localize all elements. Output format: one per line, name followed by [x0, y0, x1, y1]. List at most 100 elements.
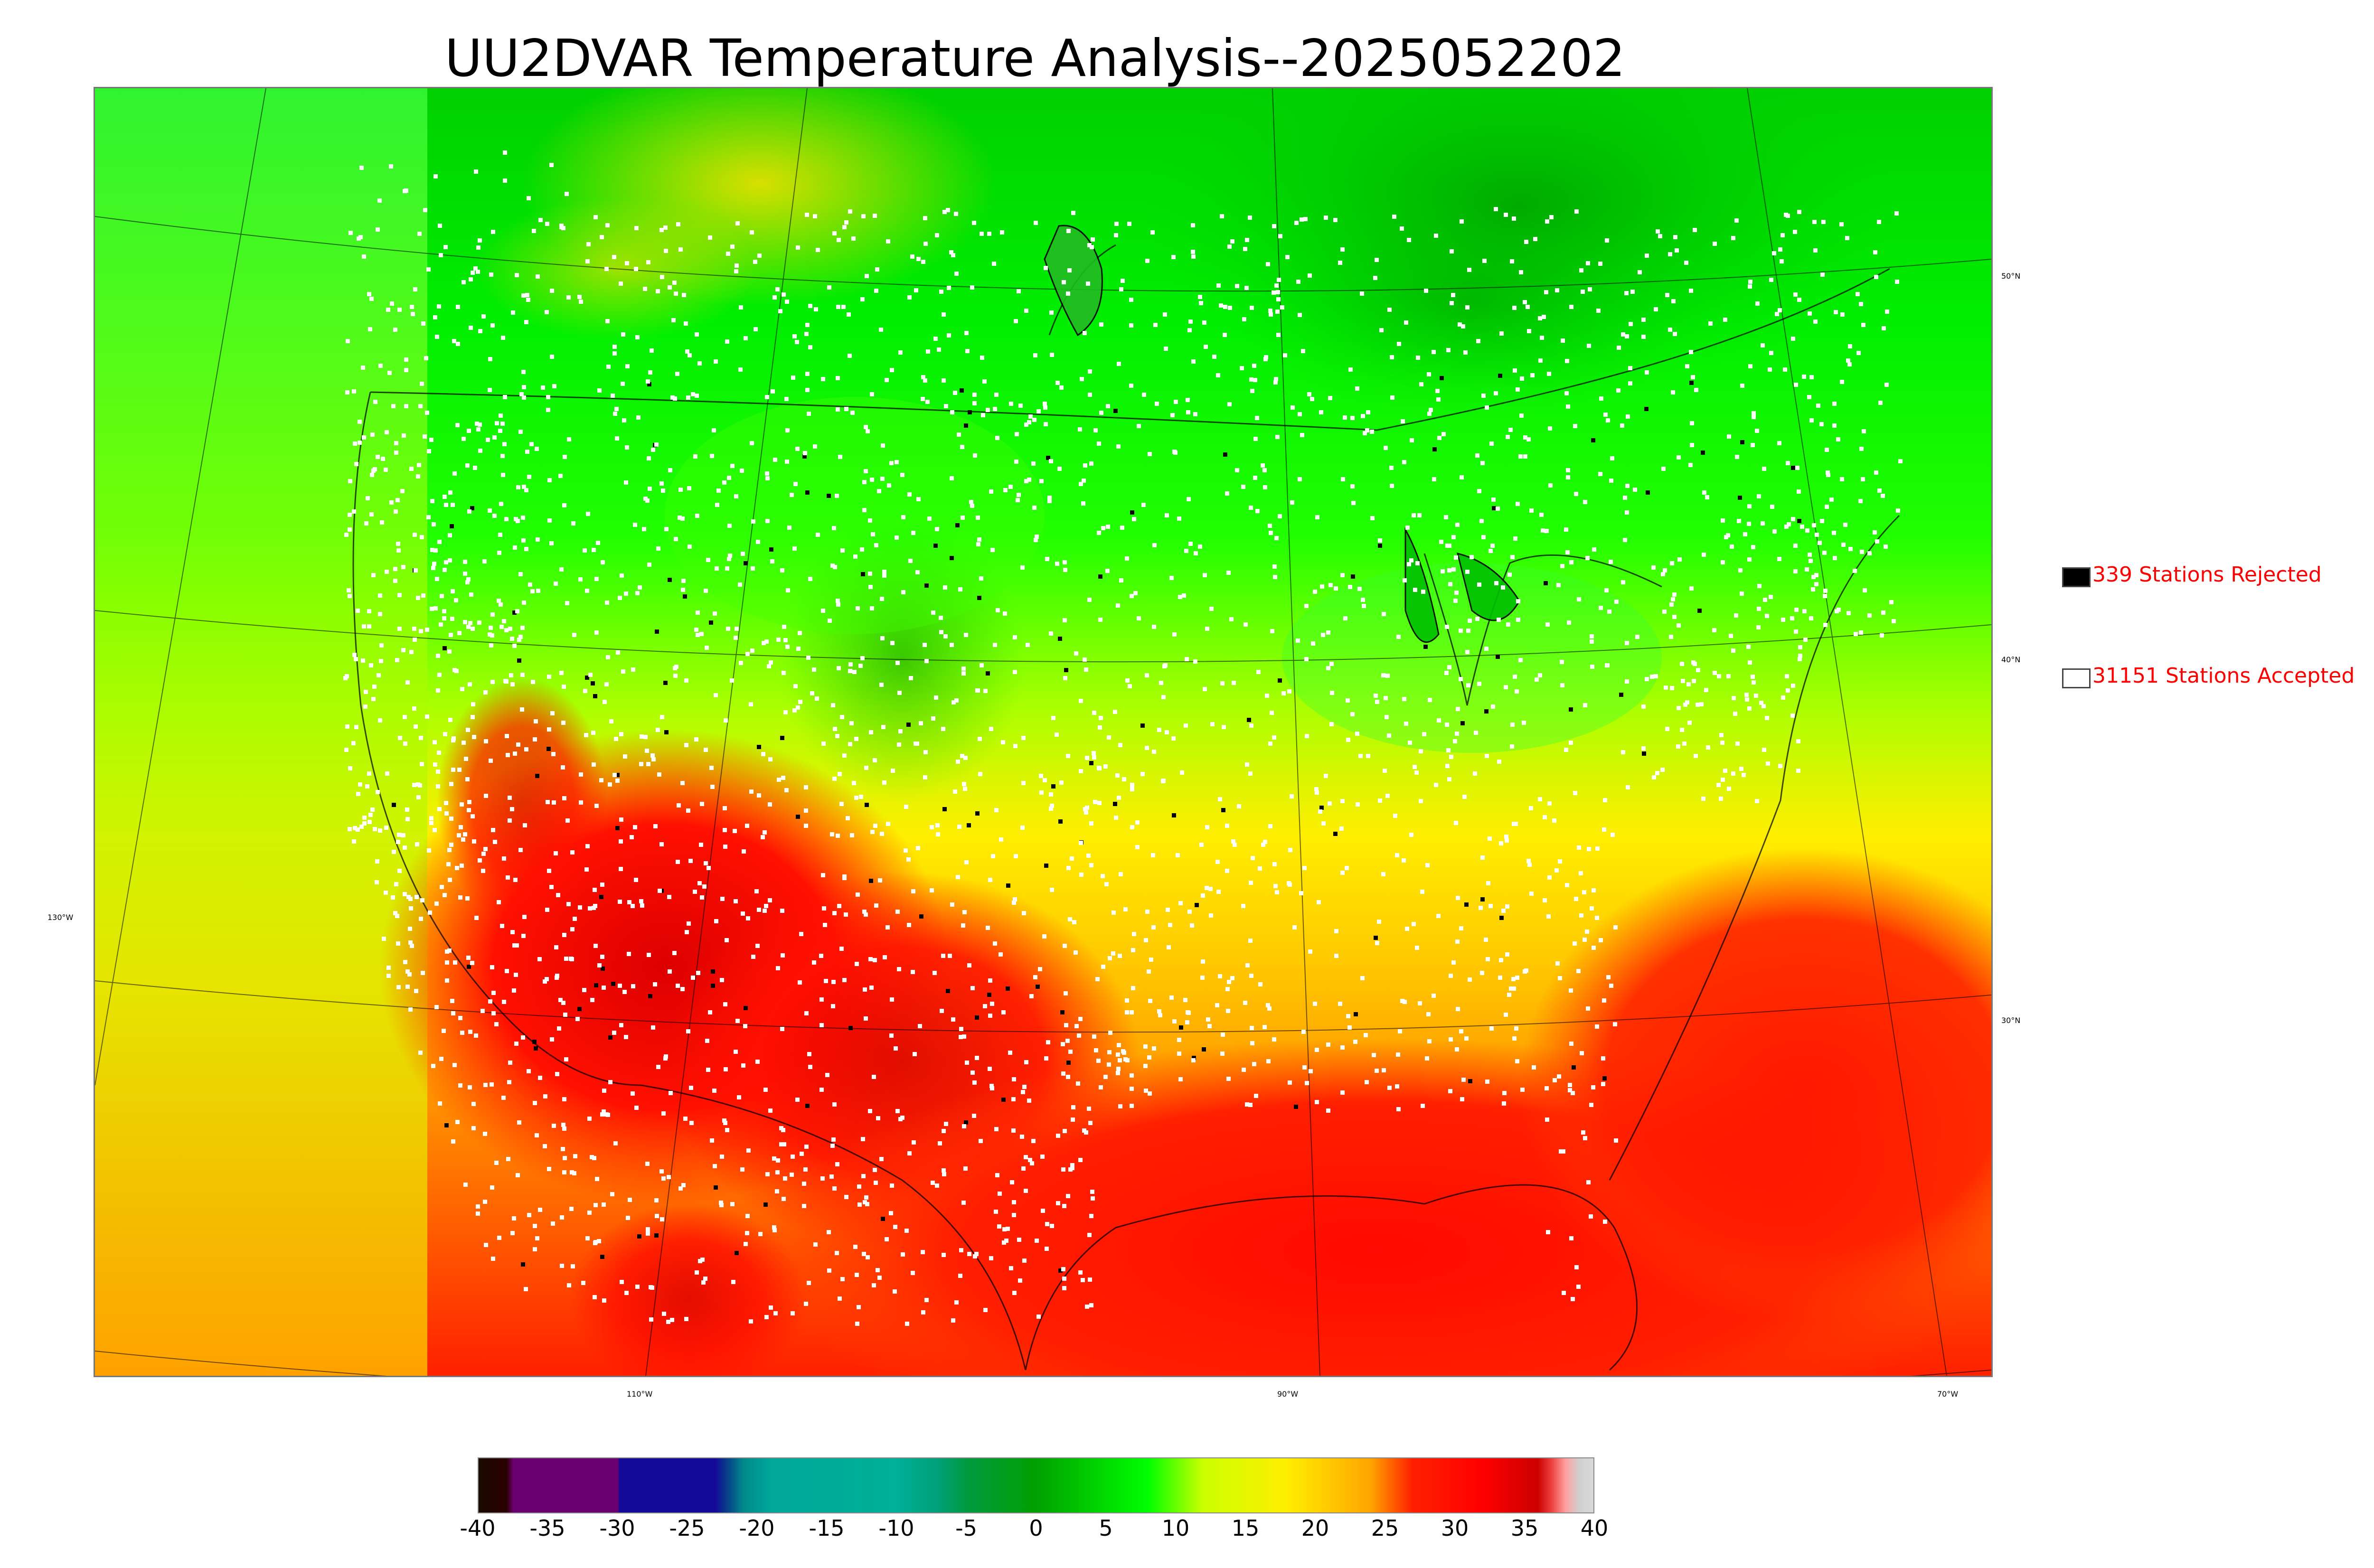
accepted-station: [1569, 305, 1573, 309]
accepted-station: [1845, 236, 1849, 240]
accepted-station: [1245, 238, 1249, 242]
accepted-station: [980, 663, 984, 667]
accepted-station: [1682, 742, 1686, 746]
accepted-station: [814, 307, 818, 311]
accepted-station: [538, 1208, 542, 1212]
accepted-station: [751, 519, 755, 524]
accepted-station: [880, 477, 885, 481]
accepted-station: [1027, 478, 1031, 482]
accepted-station: [1092, 751, 1096, 755]
accepted-station: [462, 280, 466, 284]
rejected-station: [599, 895, 603, 899]
accepted-station: [689, 1121, 694, 1125]
accepted-station: [664, 527, 669, 531]
accepted-station: [1564, 748, 1568, 752]
accepted-station: [362, 254, 366, 259]
accepted-station: [1769, 595, 1773, 599]
accepted-station: [1623, 538, 1627, 542]
accepted-station: [1447, 665, 1451, 669]
rejected-station: [964, 423, 968, 428]
accepted-station: [495, 421, 499, 425]
accepted-station: [1272, 564, 1277, 569]
accepted-station: [701, 1280, 706, 1285]
accepted-station: [994, 1127, 999, 1131]
accepted-station: [379, 643, 384, 648]
accepted-station: [446, 862, 451, 866]
accepted-station: [954, 698, 959, 703]
accepted-station: [547, 727, 551, 732]
accepted-station: [1218, 974, 1222, 978]
accepted-station: [1240, 366, 1244, 370]
rejected-station: [1036, 985, 1040, 989]
accepted-station: [498, 533, 502, 537]
accepted-station: [1651, 565, 1656, 570]
accepted-station: [964, 331, 969, 335]
accepted-station: [1461, 324, 1465, 329]
rejected-station: [769, 547, 773, 552]
accepted-station: [880, 832, 884, 836]
accepted-station: [547, 1167, 551, 1171]
accepted-station: [832, 1186, 837, 1191]
accepted-station: [620, 573, 624, 578]
accepted-station: [1579, 871, 1583, 875]
accepted-station: [1183, 998, 1187, 1002]
accepted-station: [414, 568, 418, 573]
accepted-station: [1169, 576, 1174, 580]
accepted-station: [723, 806, 727, 810]
accepted-station: [654, 1198, 659, 1202]
accepted-station: [942, 1129, 946, 1133]
accepted-station: [1328, 583, 1333, 587]
accepted-station: [775, 1170, 780, 1174]
accepted-station: [552, 1124, 556, 1128]
accepted-station: [1168, 923, 1172, 927]
accepted-station: [1340, 247, 1345, 252]
accepted-station: [950, 476, 954, 480]
rejected-station: [1333, 832, 1338, 836]
accepted-station: [344, 748, 349, 752]
accepted-station: [1164, 347, 1168, 351]
accepted-station: [1498, 976, 1502, 980]
accepted-station: [959, 1035, 963, 1039]
accepted-station: [444, 811, 449, 816]
accepted-station: [1231, 839, 1235, 844]
accepted-station: [1087, 243, 1092, 247]
accepted-station: [1704, 688, 1708, 692]
accepted-station: [979, 576, 983, 581]
accepted-station: [904, 1229, 909, 1233]
accepted-station: [1326, 1108, 1330, 1113]
accepted-station: [483, 1083, 488, 1087]
rejected-station: [444, 1123, 449, 1127]
accepted-station: [376, 455, 380, 459]
temperature-map[interactable]: [94, 87, 1993, 1377]
accepted-station: [798, 631, 802, 635]
accepted-station: [1274, 536, 1279, 540]
accepted-station: [371, 469, 376, 473]
accepted-station: [1501, 585, 1505, 590]
accepted-station: [1485, 405, 1489, 410]
accepted-station: [1248, 939, 1253, 943]
accepted-station: [418, 1051, 423, 1055]
rejected-station: [1202, 1047, 1206, 1052]
accepted-station: [660, 715, 664, 719]
accepted-station: [370, 807, 375, 812]
accepted-station: [394, 509, 398, 514]
accepted-station: [481, 314, 486, 319]
accepted-station: [417, 232, 422, 236]
accepted-station: [481, 869, 485, 873]
accepted-station: [396, 548, 401, 553]
accepted-station: [1505, 838, 1509, 843]
accepted-station: [833, 565, 837, 569]
accepted-station: [1723, 318, 1727, 322]
accepted-station: [1747, 522, 1751, 526]
accepted-station: [625, 445, 629, 450]
accepted-station: [1449, 1037, 1453, 1042]
accepted-station: [456, 342, 460, 346]
accepted-station: [400, 489, 405, 493]
accepted-station: [1895, 280, 1899, 284]
accepted-station: [1114, 816, 1118, 820]
accepted-station: [491, 991, 496, 995]
rejected-station: [1278, 678, 1282, 683]
accepted-station: [584, 867, 589, 872]
accepted-station: [465, 777, 470, 781]
accepted-station: [1144, 938, 1148, 942]
